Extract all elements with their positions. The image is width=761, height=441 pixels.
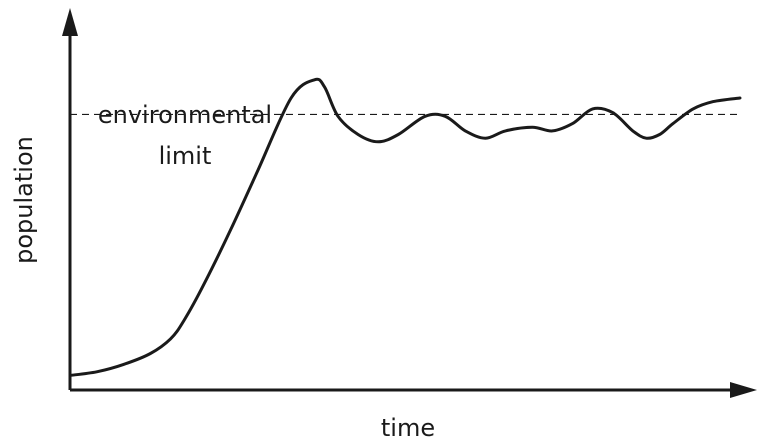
series-layer [68,77,742,377]
y-axis-arrowhead [62,8,78,36]
y-axis-label: population [10,136,38,264]
x-axis-label: time [381,414,435,441]
plot-area [62,8,757,398]
environmental-limit-label-line-1: environmental [98,101,272,129]
environmental-limit-label-line-2: limit [159,142,212,170]
x-axis-arrowhead [730,382,757,398]
population-curve [68,77,742,377]
